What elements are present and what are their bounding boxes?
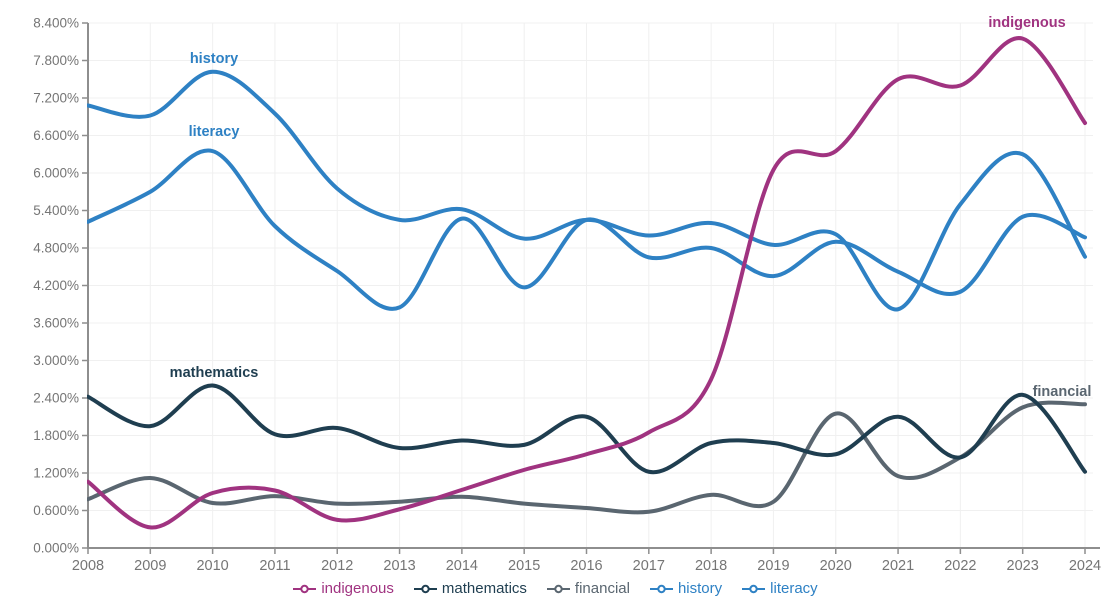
legend-label: mathematics	[441, 580, 527, 597]
y-axis-label: 0.600%	[33, 503, 79, 518]
x-axis-label: 2017	[633, 558, 665, 574]
series-label-history: history	[190, 51, 238, 67]
y-axis-label: 1.200%	[33, 466, 79, 481]
y-axis-label: 4.200%	[33, 278, 79, 293]
series-line-mathematics[interactable]	[87, 383, 1087, 475]
series-line-literacy[interactable]	[87, 148, 1087, 311]
legend-marker-icon	[649, 584, 673, 593]
y-axis-label: 6.000%	[33, 166, 79, 181]
legend-item-financial[interactable]: financial	[546, 580, 630, 597]
y-axis-label: 3.600%	[33, 316, 79, 331]
legend-marker-icon	[546, 584, 570, 593]
legend-item-indigenous[interactable]: indigenous	[293, 580, 394, 597]
x-axis-label: 2022	[944, 558, 976, 574]
series-line-indigenous[interactable]	[87, 36, 1087, 530]
x-axis-label: 2020	[820, 558, 852, 574]
series-label-financial: financial	[1033, 384, 1092, 400]
series-label-mathematics: mathematics	[170, 365, 259, 381]
x-axis-label: 2019	[757, 558, 789, 574]
legend-item-history[interactable]: history	[649, 580, 723, 597]
x-axis-label: 2008	[72, 558, 104, 574]
legend-marker-icon	[413, 584, 437, 593]
y-axis-label: 0.000%	[33, 541, 79, 556]
y-axis-label: 5.400%	[33, 203, 79, 218]
legend-label: literacy	[770, 580, 818, 597]
y-axis-label: 7.800%	[33, 53, 79, 68]
x-axis-label: 2018	[695, 558, 727, 574]
y-axis-label: 2.400%	[33, 391, 79, 406]
x-axis-label: 2010	[196, 558, 228, 574]
series-line-financial[interactable]	[87, 400, 1087, 515]
legend-marker-icon	[293, 584, 317, 593]
chart-legend: indigenous mathematics financial history lit…	[0, 580, 1111, 597]
legend-item-literacy[interactable]: literacy	[742, 580, 818, 597]
x-axis-label: 2016	[570, 558, 602, 574]
legend-item-mathematics[interactable]: mathematics	[413, 580, 527, 597]
series-label-indigenous: indigenous	[988, 15, 1065, 31]
y-axis-label: 6.600%	[33, 128, 79, 143]
x-axis-label: 2014	[446, 558, 478, 574]
legend-label: financial	[574, 580, 630, 597]
legend-marker-icon	[742, 584, 766, 593]
x-axis-label: 2023	[1007, 558, 1039, 574]
x-axis-label: 2024	[1069, 558, 1101, 574]
y-axis-label: 1.800%	[33, 428, 79, 443]
y-axis-label: 7.200%	[33, 91, 79, 106]
x-axis-label: 2015	[508, 558, 540, 574]
y-axis-label: 8.400%	[33, 16, 79, 31]
x-axis-label: 2012	[321, 558, 353, 574]
y-axis-label: 3.000%	[33, 353, 79, 368]
x-axis-label: 2013	[383, 558, 415, 574]
x-axis-label: 2021	[882, 558, 914, 574]
legend-label: history	[677, 580, 723, 597]
legend-label: indigenous	[321, 580, 394, 597]
y-axis-label: 4.800%	[33, 241, 79, 256]
x-axis-label: 2009	[134, 558, 166, 574]
series-label-literacy: literacy	[189, 124, 240, 140]
x-axis-label: 2011	[259, 558, 290, 574]
line-chart: 0.000% 0.600% 1.200% 1.800% 2.400% 3.000% 3.60…	[33, 15, 1101, 574]
